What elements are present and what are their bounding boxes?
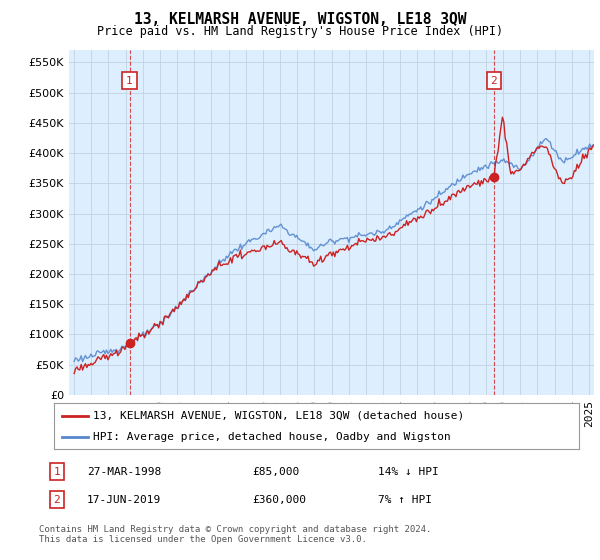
Text: 2: 2 [53, 494, 61, 505]
Text: 17-JUN-2019: 17-JUN-2019 [87, 494, 161, 505]
Text: £360,000: £360,000 [252, 494, 306, 505]
Text: 7% ↑ HPI: 7% ↑ HPI [378, 494, 432, 505]
Text: Contains HM Land Registry data © Crown copyright and database right 2024.
This d: Contains HM Land Registry data © Crown c… [39, 525, 431, 544]
Text: 2: 2 [490, 76, 497, 86]
Text: £85,000: £85,000 [252, 466, 299, 477]
Text: HPI: Average price, detached house, Oadby and Wigston: HPI: Average price, detached house, Oadb… [94, 432, 451, 442]
Text: Price paid vs. HM Land Registry's House Price Index (HPI): Price paid vs. HM Land Registry's House … [97, 25, 503, 38]
Text: 1: 1 [53, 466, 61, 477]
Text: 1: 1 [126, 76, 133, 86]
Text: 13, KELMARSH AVENUE, WIGSTON, LE18 3QW: 13, KELMARSH AVENUE, WIGSTON, LE18 3QW [134, 12, 466, 27]
Text: 27-MAR-1998: 27-MAR-1998 [87, 466, 161, 477]
Text: 13, KELMARSH AVENUE, WIGSTON, LE18 3QW (detached house): 13, KELMARSH AVENUE, WIGSTON, LE18 3QW (… [94, 410, 464, 421]
Text: 14% ↓ HPI: 14% ↓ HPI [378, 466, 439, 477]
